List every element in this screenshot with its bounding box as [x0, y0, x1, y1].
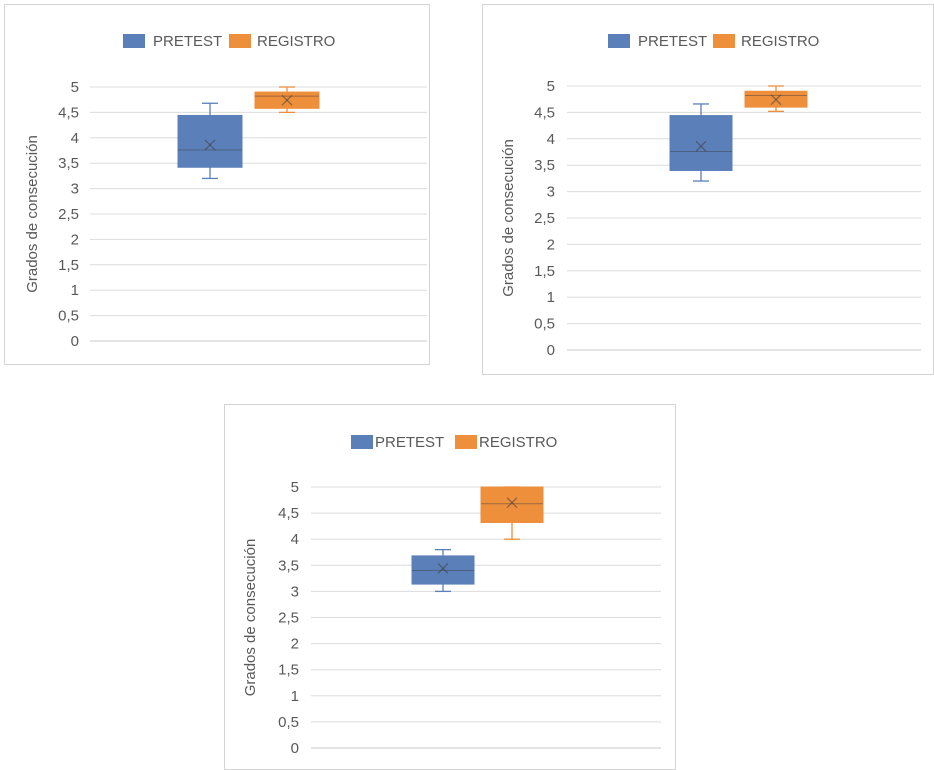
y-tick-label: 2,5 [278, 610, 299, 627]
y-axis-title: Grados de consecución [242, 539, 259, 697]
pretest-mean-marker [437, 563, 449, 574]
boxplot-chart-1: 0 0,5 1 1,5 2 2,5 3 3,5 4 4,5 5 Grados de consecuci… [4, 4, 430, 365]
y-axis-title: Grados de consecución [500, 139, 517, 297]
registro-mean-marker [506, 497, 518, 509]
y-tick-label: 5 [547, 78, 555, 95]
pretest-mean-stroke-b [695, 140, 707, 152]
legend-swatch-registro [455, 435, 477, 449]
legend-label-registro: REGISTRO [257, 33, 335, 50]
registro-mean-stroke-b [770, 94, 782, 106]
y-tick-label: 0,5 [58, 308, 79, 325]
pretest-box [669, 115, 733, 171]
legend-label-pretest: PRETEST [638, 33, 707, 50]
legend-swatch-pretest [351, 435, 373, 449]
pretest-mean-marker [204, 139, 216, 151]
y-tick-label: 1,5 [534, 263, 555, 280]
y-tick-label: 1 [291, 688, 299, 705]
y-tick-label: 0 [291, 740, 299, 757]
legend-swatch-pretest [123, 34, 145, 48]
y-tick-label: 0,5 [534, 316, 555, 333]
pretest-mean-stroke-b [437, 563, 449, 574]
legend-label-registro: REGISTRO [479, 434, 557, 451]
y-tick-label: 2,5 [58, 206, 79, 223]
y-tick-label: 1,5 [58, 257, 79, 274]
chart-1-svg: 0 0,5 1 1,5 2 2,5 3 3,5 4 4,5 5 Grados de consecuci… [24, 33, 427, 350]
y-tick-label: 4,5 [278, 505, 299, 522]
y-axis-title: Grados de consecución [24, 135, 41, 293]
registro-mean-marker [770, 94, 782, 106]
y-tick-label: 3 [71, 181, 79, 198]
y-tick-label: 5 [291, 479, 299, 496]
y-tick-label: 2 [291, 636, 299, 653]
legend-label-registro: REGISTRO [741, 33, 819, 50]
chart-3-svg: 0 0,5 1 1,5 2 2,5 3 3,5 4 4,5 5 Grados de consecuci… [242, 434, 661, 757]
y-tick-label: 5 [71, 79, 79, 96]
boxplot-chart-2: 0 0,5 1 1,5 2 2,5 3 3,5 4 4,5 5 Grados de consecuci… [482, 4, 934, 375]
registro-mean-marker [281, 94, 293, 106]
chart-2-svg: 0 0,5 1 1,5 2 2,5 3 3,5 4 4,5 5 Grados de consecuci… [500, 33, 921, 359]
pretest-box [411, 555, 475, 585]
y-tick-label: 3 [547, 184, 555, 201]
legend-swatch-pretest [608, 34, 630, 48]
registro-mean-stroke-b [506, 497, 518, 509]
y-tick-label: 4 [291, 531, 299, 548]
legend-label-pretest: PRETEST [375, 434, 444, 451]
y-tick-label: 4 [547, 131, 555, 148]
y-tick-label: 4 [71, 130, 79, 147]
pretest-mean-stroke-b [204, 139, 216, 151]
y-tick-label: 4,5 [534, 104, 555, 121]
y-tick-label: 2 [547, 236, 555, 253]
y-tick-label: 3 [291, 583, 299, 600]
y-tick-label: 1 [547, 289, 555, 306]
y-tick-label: 0,5 [278, 714, 299, 731]
y-tick-label: 2,5 [534, 210, 555, 227]
y-tick-label: 2 [71, 231, 79, 248]
y-tick-label: 1,5 [278, 662, 299, 679]
legend-swatch-registro [229, 34, 251, 48]
legend-label-pretest: PRETEST [153, 33, 222, 50]
y-tick-label: 0 [547, 342, 555, 359]
registro-box [480, 486, 544, 523]
legend-swatch-registro [713, 34, 735, 48]
y-tick-label: 3,5 [534, 157, 555, 174]
y-tick-label: 1 [71, 282, 79, 299]
y-tick-label: 3,5 [58, 155, 79, 172]
pretest-box [177, 114, 243, 168]
boxplot-chart-3: 0 0,5 1 1,5 2 2,5 3 3,5 4 4,5 5 Grados de consecuci… [224, 404, 676, 770]
pretest-mean-marker [695, 140, 707, 152]
registro-mean-stroke-b [281, 94, 293, 106]
y-tick-label: 0 [71, 333, 79, 350]
y-tick-label: 4,5 [58, 104, 79, 121]
y-tick-label: 3,5 [278, 557, 299, 574]
